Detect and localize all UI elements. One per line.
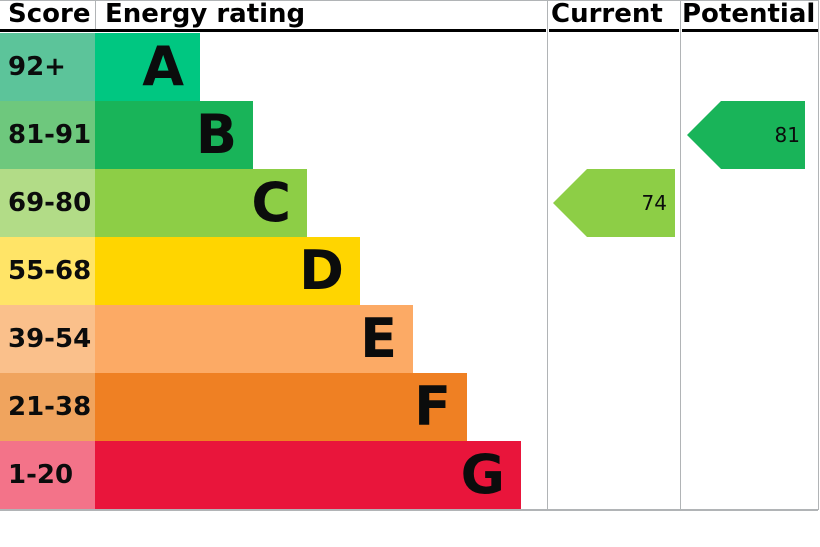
potential-rating-value: 81 bbox=[774, 123, 800, 147]
energy-rating-column-header: Energy rating bbox=[105, 0, 306, 29]
band-row-d: 55-68 D bbox=[0, 237, 547, 305]
score-cell-f: 21-38 bbox=[0, 373, 95, 441]
score-cell-b: 81-91 bbox=[0, 101, 95, 169]
table-bottom-border bbox=[0, 509, 818, 511]
score-range-label: 39-54 bbox=[8, 324, 92, 354]
rating-bar-c: C bbox=[95, 169, 307, 237]
score-range-label: 1-20 bbox=[8, 460, 74, 490]
rating-bar-e: E bbox=[95, 305, 413, 373]
header-underline-potential bbox=[682, 29, 818, 32]
header-underline-left bbox=[0, 29, 546, 32]
score-cell-c: 69-80 bbox=[0, 169, 95, 237]
rating-letter: D bbox=[299, 239, 344, 302]
rating-bar-f: F bbox=[95, 373, 467, 441]
rating-bar-a: A bbox=[95, 33, 200, 101]
potential-column-divider bbox=[680, 0, 681, 510]
rating-letter: G bbox=[460, 443, 505, 506]
rating-bar-g: G bbox=[95, 441, 521, 509]
rating-bar-d: D bbox=[95, 237, 360, 305]
current-rating-value: 74 bbox=[641, 191, 667, 215]
table-top-border bbox=[0, 0, 818, 1]
rating-letter: C bbox=[251, 171, 291, 234]
score-column-header: Score bbox=[8, 0, 91, 29]
score-range-label: 69-80 bbox=[8, 188, 92, 218]
band-row-f: 21-38 F bbox=[0, 373, 547, 441]
band-row-e: 39-54 E bbox=[0, 305, 547, 373]
current-rating-arrow: 74 bbox=[553, 169, 675, 237]
band-row-b: 81-91 B bbox=[0, 101, 547, 169]
score-range-label: 21-38 bbox=[8, 392, 92, 422]
score-cell-e: 39-54 bbox=[0, 305, 95, 373]
table-right-border bbox=[818, 0, 819, 510]
score-range-label: 92+ bbox=[8, 52, 66, 82]
current-column-divider bbox=[547, 0, 548, 510]
potential-column-header: Potential bbox=[682, 0, 816, 29]
header-underline-current bbox=[549, 29, 679, 32]
band-row-a: 92+ A bbox=[0, 33, 547, 101]
rating-letter: B bbox=[195, 103, 237, 166]
rating-bar-b: B bbox=[95, 101, 253, 169]
current-column-header: Current bbox=[551, 0, 663, 29]
potential-rating-arrow: 81 bbox=[687, 101, 805, 169]
rating-letter: A bbox=[142, 35, 184, 98]
score-header-divider bbox=[95, 0, 96, 29]
score-cell-g: 1-20 bbox=[0, 441, 95, 509]
band-row-c: 69-80 C bbox=[0, 169, 547, 237]
score-cell-a: 92+ bbox=[0, 33, 95, 101]
band-row-g: 1-20 G bbox=[0, 441, 547, 509]
score-range-label: 55-68 bbox=[8, 256, 92, 286]
score-range-label: 81-91 bbox=[8, 120, 92, 150]
rating-letter: F bbox=[414, 375, 451, 438]
rating-letter: E bbox=[360, 307, 397, 370]
score-cell-d: 55-68 bbox=[0, 237, 95, 305]
